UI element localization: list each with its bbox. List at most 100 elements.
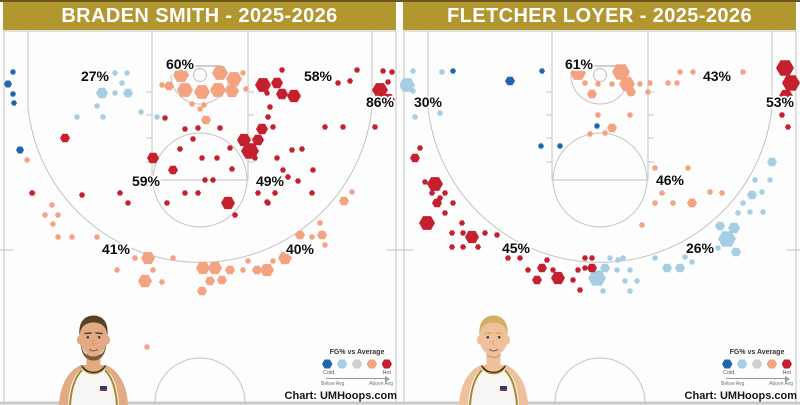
legend-title: FG% vs Average	[329, 349, 385, 356]
shot-hex-hot	[475, 244, 481, 250]
legend-below-avg-label: Below Avg	[721, 381, 745, 387]
shot-hex-above_avg	[50, 221, 56, 227]
shot-hex-above_avg	[226, 72, 242, 86]
shot-hex-hot	[274, 155, 280, 161]
shot-hex-below_avg	[74, 114, 80, 120]
shot-hex-hot	[182, 126, 188, 132]
shot-hex-below_avg	[627, 288, 633, 294]
panel-braden-smith: BRADEN SMITH - 2025-2026 27% 60% 58% 86% 59%…	[0, 2, 400, 405]
shot-hex-hot	[465, 230, 479, 244]
shot-hex-above_avg	[317, 220, 323, 226]
shot-hex-hot	[422, 179, 428, 185]
shot-hex-below_avg	[119, 80, 125, 86]
shot-hex-hot	[335, 80, 341, 86]
court-line	[170, 74, 230, 105]
shot-hex-above_avg	[225, 84, 239, 98]
legend-hot-label: Hot	[382, 370, 391, 376]
shot-hex-below_avg	[96, 87, 108, 99]
shot-hex-above_avg	[150, 267, 156, 273]
shot-hex-above_avg	[687, 198, 697, 208]
shot-hex-above_avg	[94, 234, 100, 240]
court-line	[427, 31, 773, 263]
shot-hex-above_avg	[278, 251, 292, 265]
shot-hex-cold	[538, 143, 544, 149]
legend-end-labels: Cold Hot	[721, 370, 793, 376]
shot-hex-hot	[60, 133, 70, 143]
legend-above-avg-label: Above Avg	[769, 381, 793, 387]
player-photo-part	[479, 315, 508, 336]
shot-hex-hot	[482, 230, 488, 236]
shot-hex-below_avg	[735, 210, 741, 216]
shot-hex-hot	[429, 190, 435, 196]
shot-hex-hot	[310, 167, 316, 173]
shot-hex-above_avg	[670, 200, 676, 206]
shot-hex-hot	[589, 255, 595, 261]
legend-below-avg-label: Below Avg	[321, 381, 345, 387]
shot-hex-above_avg	[317, 230, 327, 240]
top-border	[0, 0, 800, 2]
zone-percentage-label: 46%	[656, 172, 685, 188]
shot-hex-hot	[299, 146, 305, 152]
legend-swatch-db	[322, 359, 333, 369]
shot-hex-above_avg	[309, 234, 315, 240]
shot-hex-below_avg	[759, 189, 765, 195]
zone-percentage-label: 60%	[166, 56, 195, 72]
shot-hex-below_avg	[689, 259, 695, 265]
shot-hex-above_avg	[55, 234, 61, 240]
shot-hex-hot	[241, 143, 259, 159]
shot-hex-cold	[10, 69, 16, 75]
shot-hex-below_avg	[740, 200, 746, 206]
shot-hex-hot	[162, 115, 168, 121]
shot-hex-above_avg	[295, 230, 305, 240]
shot-hex-hot	[582, 255, 588, 261]
shot-hex-hot	[271, 77, 283, 89]
shot-hex-hot	[232, 212, 238, 218]
shot-hex-cold	[10, 91, 16, 97]
shot-hex-hot	[79, 192, 85, 198]
page-title: FLETCHER LOYER - 2025-2026	[447, 4, 752, 27]
shot-hex-above_avg	[665, 80, 671, 86]
shot-hex-below_avg	[747, 190, 757, 200]
shot-hex-above_avg	[141, 251, 155, 265]
shot-hex-hot	[285, 174, 291, 180]
shot-hex-hot	[372, 124, 378, 130]
rim	[593, 68, 607, 82]
shot-hex-hot	[214, 155, 220, 161]
shot-hex-above_avg	[719, 190, 725, 196]
shot-hex-above_avg	[217, 275, 227, 285]
shot-hex-above_avg	[205, 276, 215, 286]
shot-hex-above_avg	[652, 200, 658, 206]
shot-hex-above_avg	[197, 106, 203, 112]
shot-hex-hot	[505, 255, 511, 261]
shot-hex-hot	[177, 146, 183, 152]
legend-arrow-icon	[726, 375, 790, 382]
shot-hex-hot	[237, 133, 251, 147]
shot-hex-above_avg	[159, 82, 165, 88]
shot-hex-above_avg	[639, 222, 645, 228]
shot-hex-above_avg	[607, 123, 617, 133]
shot-hex-hot	[256, 123, 268, 135]
shot-hex-hot	[270, 124, 276, 130]
shot-hex-below_avg	[607, 255, 613, 261]
shot-hex-hot	[295, 178, 301, 184]
shot-hex-hot	[322, 124, 328, 130]
free-throw-circle	[552, 132, 648, 228]
shot-hex-hot	[280, 167, 286, 173]
shot-hex-hot	[460, 244, 466, 250]
shot-hex-hot	[182, 190, 188, 196]
shot-hex-above_avg	[612, 64, 630, 80]
shot-hex-hot	[427, 177, 443, 191]
shot-hex-above_avg	[42, 212, 48, 218]
shot-hex-above_avg	[49, 202, 55, 208]
shot-hex-hot	[229, 166, 235, 172]
shot-hex-hot	[450, 200, 456, 206]
shot-hex-above_avg	[243, 86, 249, 92]
shot-hex-below_avg	[767, 177, 773, 183]
shot-hex-below_avg	[634, 278, 640, 284]
shot-hex-hot	[168, 165, 178, 175]
shot-hex-above_avg	[659, 190, 665, 196]
legend-cold-label: Cold	[723, 370, 735, 376]
shot-hex-above_avg	[196, 261, 210, 275]
shot-hex-above_avg	[245, 258, 251, 264]
